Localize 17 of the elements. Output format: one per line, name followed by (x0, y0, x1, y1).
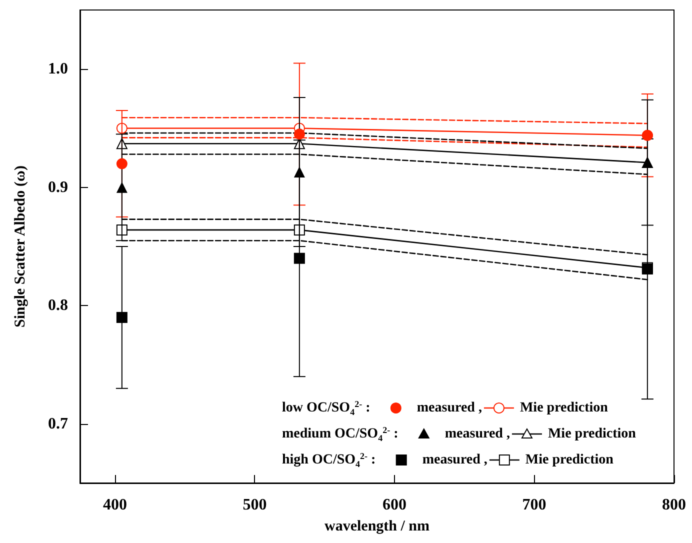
x-tick-label: 600 (382, 496, 406, 514)
legend-label: Mie prediction (520, 400, 608, 416)
y-tick-label: 0.9 (48, 178, 68, 196)
legend-label: measured , (416, 400, 482, 416)
legend-label: measured , (422, 452, 488, 468)
legend-label: measured , (444, 426, 510, 442)
x-tick-label: 700 (522, 496, 546, 514)
legend-label: Mie prediction (525, 452, 614, 468)
x-axis-title: wavelength / nm (324, 518, 430, 534)
x-tick-label: 500 (242, 496, 267, 514)
y-tick-label: 0.7 (48, 415, 68, 432)
legend-label: Mie prediction (548, 426, 636, 442)
x-tick-label: 400 (102, 496, 127, 514)
y-tick-label: 1.0 (48, 60, 68, 78)
x-tick-label: 800 (662, 496, 686, 514)
y-axis-title: Single Scatter Albedo (ω) (12, 166, 28, 328)
y-tick-label: 0.8 (48, 297, 68, 314)
